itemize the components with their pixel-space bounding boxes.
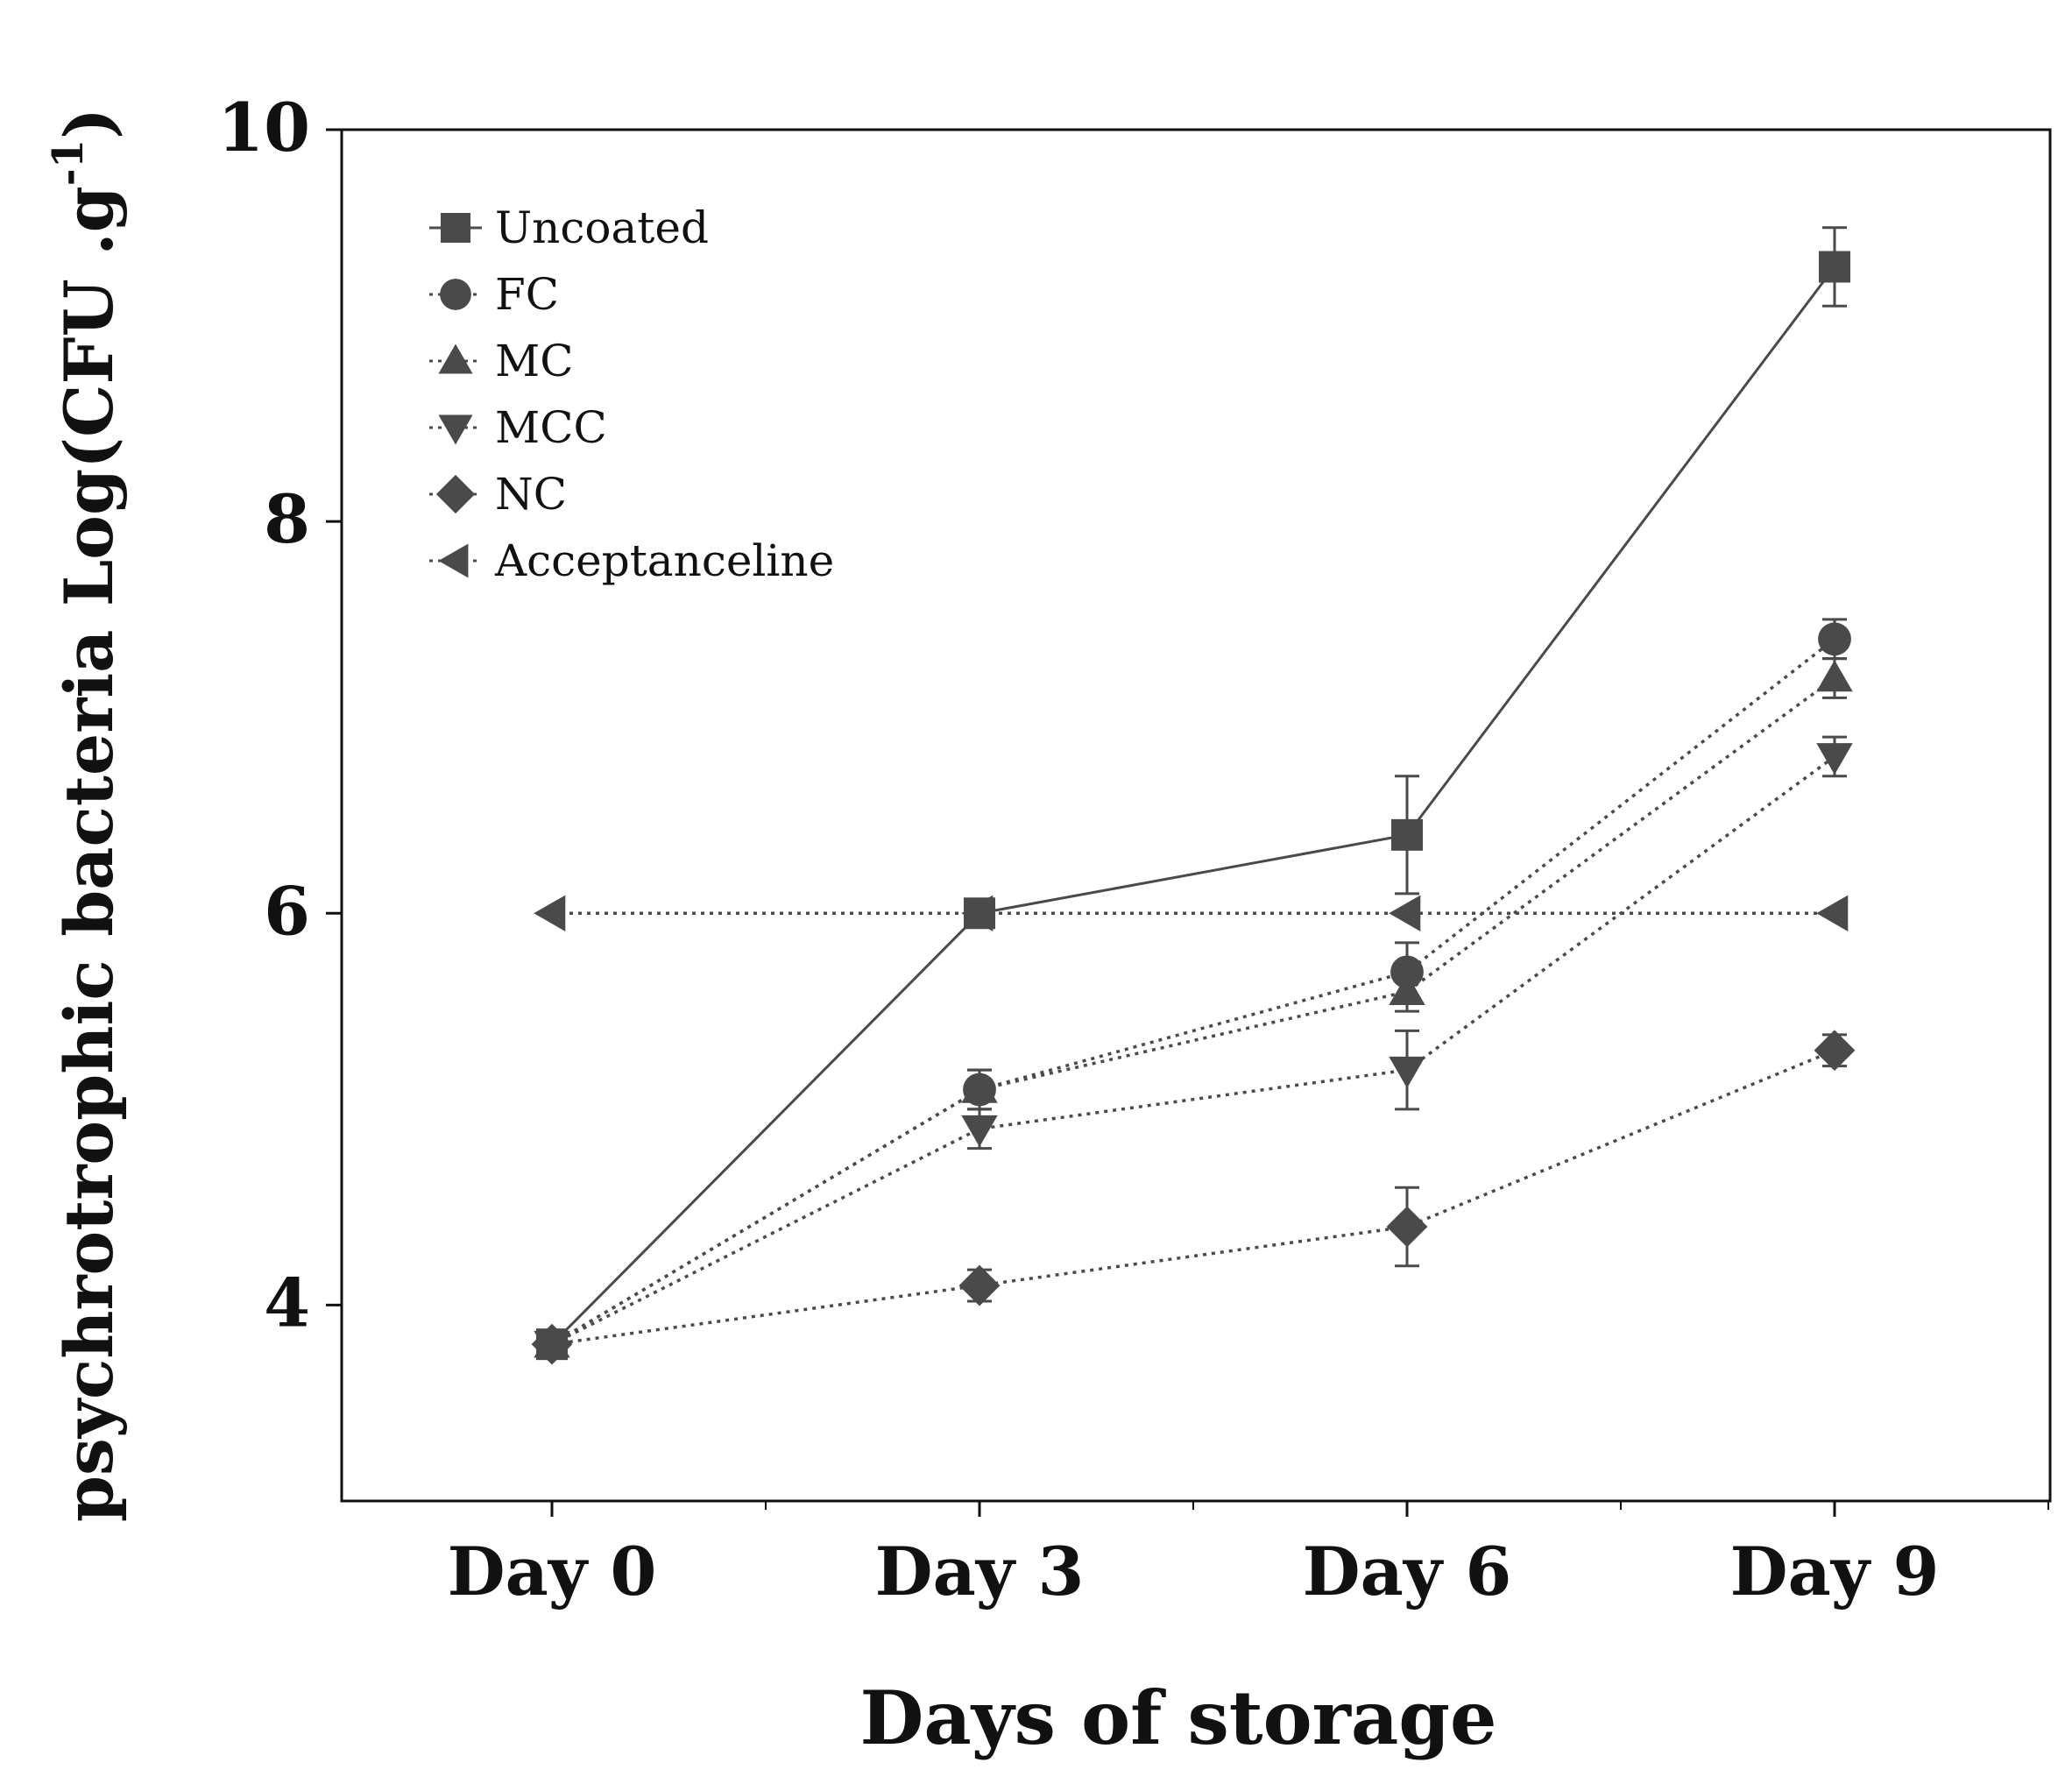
- y-axis-title-main: psychrotrophic bacteria Log(CFU .g: [50, 186, 128, 1522]
- legend: Uncoated FC MC MCC NC Acceptanceline: [429, 202, 834, 586]
- error-bars: [540, 226, 1847, 1356]
- legend-marker-acceptanceline: [438, 543, 469, 578]
- marker-mc: [1389, 973, 1425, 1006]
- marker-acceptanceline: [1816, 895, 1849, 931]
- series-line-nc: [551, 1049, 1835, 1346]
- plot-frame: [340, 128, 2052, 1503]
- y-tick-label: 10: [217, 88, 310, 166]
- series-lines: [550, 265, 1836, 1346]
- marker-nc: [1386, 1206, 1428, 1248]
- legend-marker-mcc: [438, 414, 473, 445]
- y-axis-title: psychrotrophic bacteria Log(CFU .g-1): [44, 108, 128, 1522]
- marker-acceptanceline: [534, 895, 566, 931]
- legend-marker-mc: [438, 343, 473, 374]
- x-tick-label: Day 3: [875, 1533, 1085, 1611]
- marker-nc: [958, 1264, 1001, 1306]
- marker-mcc: [1816, 743, 1853, 775]
- y-tick-label: 8: [264, 480, 310, 558]
- x-tick-label: Day 9: [1730, 1533, 1940, 1611]
- series-line-uncoated: [550, 265, 1836, 1346]
- x-tick-label: Day 0: [448, 1533, 657, 1611]
- marker-acceptanceline: [1389, 895, 1421, 931]
- legend-label-mc: MC: [495, 336, 573, 386]
- legend-marker-nc: [435, 474, 476, 514]
- y-axis-title-close: ): [50, 108, 128, 139]
- legend-label-fc: FC: [495, 269, 559, 320]
- x-axis-title: Days of storage: [859, 1674, 1496, 1761]
- y-axis-title-superscript: -1: [44, 139, 93, 186]
- legend-marker-uncoated: [441, 213, 470, 243]
- legend-label-nc: NC: [495, 469, 567, 520]
- axes: [340, 128, 2052, 1503]
- marker-mc: [961, 1071, 998, 1103]
- marker-uncoated: [1819, 251, 1850, 283]
- marker-acceptanceline: [961, 895, 994, 931]
- y-tick-label: 4: [264, 1264, 310, 1342]
- marker-uncoated: [1391, 818, 1423, 851]
- y-tick-label: 6: [264, 872, 310, 950]
- legend-label-uncoated: Uncoated: [495, 202, 709, 253]
- ticks: 4 6 8 10 Day 0 Day 3 Day 6 Day 9: [217, 88, 2049, 1611]
- marker-mcc: [1389, 1056, 1425, 1088]
- series-line-fc: [551, 637, 1836, 1346]
- x-tick-label: Day 6: [1303, 1533, 1512, 1611]
- marker-mc: [1816, 660, 1853, 692]
- marker-fc: [1390, 955, 1424, 989]
- marker-nc: [1814, 1030, 1856, 1072]
- data-markers: [531, 251, 1856, 1365]
- series-line-mcc: [551, 755, 1836, 1346]
- legend-label-acceptanceline: Acceptanceline: [494, 535, 834, 586]
- series-line-mc: [551, 676, 1836, 1346]
- marker-nc: [531, 1323, 573, 1365]
- legend-marker-fc: [440, 279, 471, 310]
- marker-fc: [1818, 622, 1851, 656]
- legend-label-mcc: MCC: [495, 402, 607, 453]
- marker-mcc: [961, 1115, 998, 1147]
